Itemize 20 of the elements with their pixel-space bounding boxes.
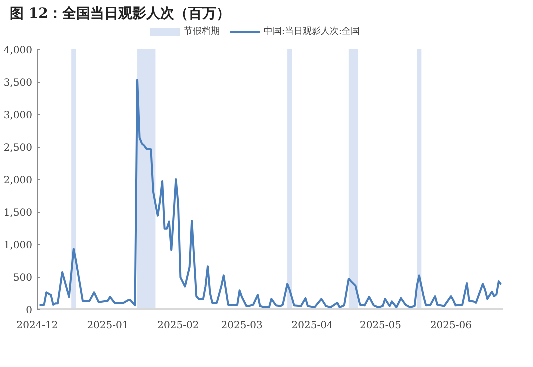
- y-tick-label: 0: [26, 306, 33, 316]
- y-tick-label: 1,000: [4, 240, 33, 252]
- legend-label: 节假档期: [182, 27, 220, 37]
- chart-title: 图 12：全国当日观影人次（百万）: [10, 5, 230, 24]
- legend-label: 中国:当日观影人次:全国: [262, 27, 360, 37]
- y-tick-label: 4,000: [4, 46, 33, 56]
- x-tick-label: 2025-03: [221, 320, 263, 332]
- x-tick-label: 2025-02: [158, 320, 200, 332]
- x-tick-label: 2025-05: [360, 320, 402, 332]
- x-tick-label: 2025-04: [292, 320, 334, 332]
- x-tick-label: 2025-01: [87, 320, 129, 332]
- y-tick-label: 2,500: [4, 143, 33, 154]
- line-series: [38, 79, 502, 309]
- y-tick-label: 1,500: [4, 208, 33, 219]
- y-tick-label: 3,000: [4, 110, 33, 122]
- y-tick-label: 2,000: [4, 176, 33, 186]
- y-tick-label: 3,500: [4, 78, 33, 89]
- x-tick-label: 2024-12: [16, 320, 58, 332]
- y-tick-label: 500: [13, 273, 33, 284]
- x-tick-label: 2025-06: [430, 320, 472, 332]
